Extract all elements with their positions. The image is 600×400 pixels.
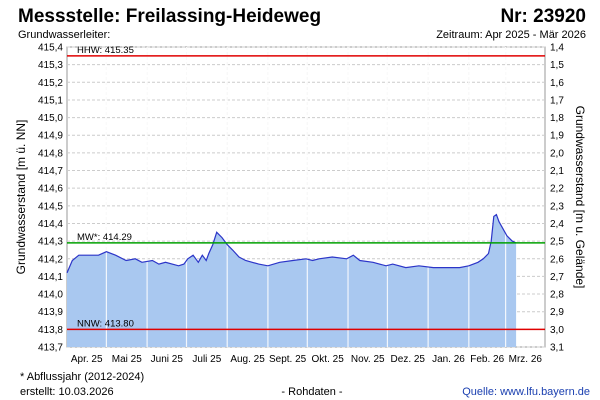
y-tick-label: 414,9 xyxy=(38,131,63,142)
y-tick-label: 415,3 xyxy=(38,60,63,71)
reference-lines: HHW: 415.35 MW*: 414.29 NNW: 413.80 xyxy=(67,45,545,331)
y-tick-label: 414,4 xyxy=(38,219,63,230)
y2-tick-label: 2,9 xyxy=(550,307,564,318)
tick-labels: 413,7 3,1 413,8 3,0 413,9 2,9 414,0 2,8 414,1 2,7… xyxy=(38,43,564,366)
y-tick-label: 414,0 xyxy=(38,290,63,301)
footnote: * Abflussjahr (2012-2024) xyxy=(20,371,144,383)
y2-tick-label: 2,4 xyxy=(550,219,564,230)
aquifer-label: Grundwasserleiter: xyxy=(18,29,110,41)
y-tick-label: 413,7 xyxy=(38,343,63,354)
x-tick-label: Mrz. 26 xyxy=(509,354,543,365)
created-date: erstellt: 10.03.2026 xyxy=(20,386,114,398)
y2-tick-label: 1,6 xyxy=(550,78,564,89)
y-tick-label: 414,3 xyxy=(38,237,63,248)
period-label: Zeitraum: Apr 2025 - Mär 2026 xyxy=(436,29,586,41)
y2-tick-label: 2,3 xyxy=(550,201,564,212)
y-tick-label: 413,8 xyxy=(38,325,63,336)
y2-tick-label: 1,7 xyxy=(550,95,564,106)
y2-tick-label: 2,1 xyxy=(550,166,564,177)
x-tick-label: Mai 25 xyxy=(112,354,142,365)
x-tick-label: Sept. 25 xyxy=(269,354,307,365)
groundwater-area xyxy=(67,214,517,347)
y-tick-label: 415,0 xyxy=(38,113,63,124)
y2-tick-label: 3,0 xyxy=(550,325,564,336)
data-area xyxy=(66,47,517,347)
x-tick-label: Juni 25 xyxy=(151,354,184,365)
reference-label: NNW: 413.80 xyxy=(77,318,134,329)
groundwater-line xyxy=(66,213,517,274)
y2-tick-label: 1,8 xyxy=(550,113,564,124)
y2-tick-label: 2,2 xyxy=(550,184,564,195)
y-tick-label: 413,9 xyxy=(38,307,63,318)
source-link[interactable]: Quelle: www.lfu.bayern.de xyxy=(462,386,590,398)
y2-tick-label: 2,6 xyxy=(550,254,564,265)
y-tick-label: 414,7 xyxy=(38,166,63,177)
chart-title: Messstelle: Freilassing-Heideweg xyxy=(18,6,321,27)
reference-label: HHW: 415.35 xyxy=(77,45,134,56)
x-tick-label: Jan. 26 xyxy=(432,354,465,365)
y-tick-label: 414,8 xyxy=(38,148,63,159)
y2-tick-label: 2,8 xyxy=(550,290,564,301)
y-tick-label: 415,1 xyxy=(38,95,63,106)
x-tick-label: Dez. 25 xyxy=(391,354,426,365)
y2-tick-label: 2,5 xyxy=(550,237,564,248)
x-tick-label: Aug. 25 xyxy=(230,354,265,365)
x-tick-label: Feb. 26 xyxy=(470,354,504,365)
x-tick-label: Okt. 25 xyxy=(312,354,345,365)
y-tick-label: 414,5 xyxy=(38,201,63,212)
y-tick-label: 415,4 xyxy=(38,43,63,54)
y2-tick-label: 2,7 xyxy=(550,272,564,283)
y2-tick-label: 1,9 xyxy=(550,131,564,142)
y-tick-label: 414,2 xyxy=(38,254,63,265)
y-axis-label: Grundwasserstand [m ü. NN] xyxy=(14,120,28,275)
y-tick-label: 414,1 xyxy=(38,272,63,283)
rawdata-label: - Rohdaten - xyxy=(281,386,342,398)
y-tick-label: 415,2 xyxy=(38,78,63,89)
x-tick-label: Apr. 25 xyxy=(71,354,103,365)
x-tick-label: Nov. 25 xyxy=(351,354,385,365)
y2-tick-label: 2,0 xyxy=(550,148,564,159)
y-tick-label: 414,6 xyxy=(38,184,63,195)
y2-tick-label: 1,5 xyxy=(550,60,564,71)
y2-tick-label: 1,4 xyxy=(550,43,564,54)
station-number: Nr: 23920 xyxy=(500,6,586,27)
y2-axis-label: Grundwasserstand [m u. Gelände] xyxy=(573,106,587,289)
y2-tick-label: 3,1 xyxy=(550,343,564,354)
reference-label: MW*: 414.29 xyxy=(77,232,132,243)
x-tick-label: Juli 25 xyxy=(192,354,221,365)
